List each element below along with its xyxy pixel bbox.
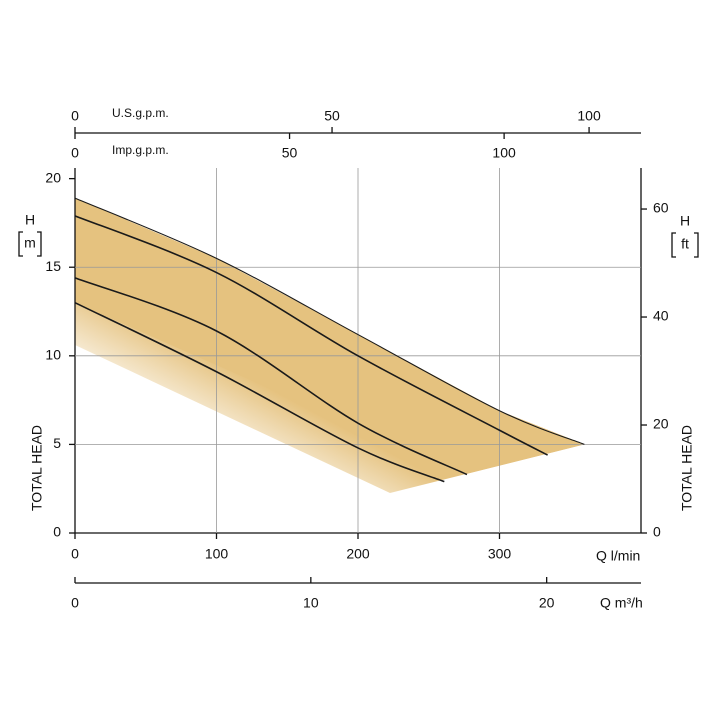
secondary-tick-label: 100 xyxy=(577,108,601,124)
y2-tick-label: 60 xyxy=(653,200,669,216)
y-tick-label: 20 xyxy=(45,169,61,185)
x-tick-label: 100 xyxy=(205,546,229,562)
y-tick-label: 15 xyxy=(45,258,61,274)
secondary-axis-label: Q m³/h xyxy=(600,595,643,611)
x-tick-label: 0 xyxy=(71,546,79,562)
secondary-tick-label: 10 xyxy=(303,595,319,611)
y-tick-label: 5 xyxy=(53,435,61,451)
y2-unit: ft xyxy=(681,236,689,252)
y2-tick-label: 20 xyxy=(653,416,669,432)
secondary-tick-label: 0 xyxy=(71,595,79,611)
bracket xyxy=(671,232,699,258)
curve xyxy=(74,215,548,456)
secondary-tick-label: 0 xyxy=(71,108,79,124)
secondary-axis-label: Imp.g.p.m. xyxy=(112,143,169,157)
x-tick-label: 200 xyxy=(346,546,370,562)
y-tick-label: 10 xyxy=(45,347,61,363)
y2-tick-label: 40 xyxy=(653,308,669,324)
curve xyxy=(74,197,585,445)
y-tick-label: 0 xyxy=(53,524,61,540)
x-label: Q l/min xyxy=(596,548,640,564)
y-symbol: H xyxy=(25,212,35,228)
curve xyxy=(74,277,468,476)
secondary-tick-label: 50 xyxy=(324,108,340,124)
x-tick-label: 300 xyxy=(488,546,512,562)
secondary-axis-label: U.S.g.p.m. xyxy=(112,106,169,120)
y2-label: TOTAL HEAD xyxy=(679,425,695,511)
bracket xyxy=(18,231,42,257)
curve xyxy=(74,301,445,483)
y-label: TOTAL HEAD xyxy=(29,425,45,511)
secondary-tick-label: 100 xyxy=(492,145,516,161)
secondary-tick-label: 50 xyxy=(282,145,298,161)
secondary-tick-label: 20 xyxy=(539,595,555,611)
y2-tick-label: 0 xyxy=(653,524,661,540)
y2-symbol: H xyxy=(680,213,690,229)
secondary-tick-label: 0 xyxy=(71,145,79,161)
y-unit: m xyxy=(24,235,36,251)
